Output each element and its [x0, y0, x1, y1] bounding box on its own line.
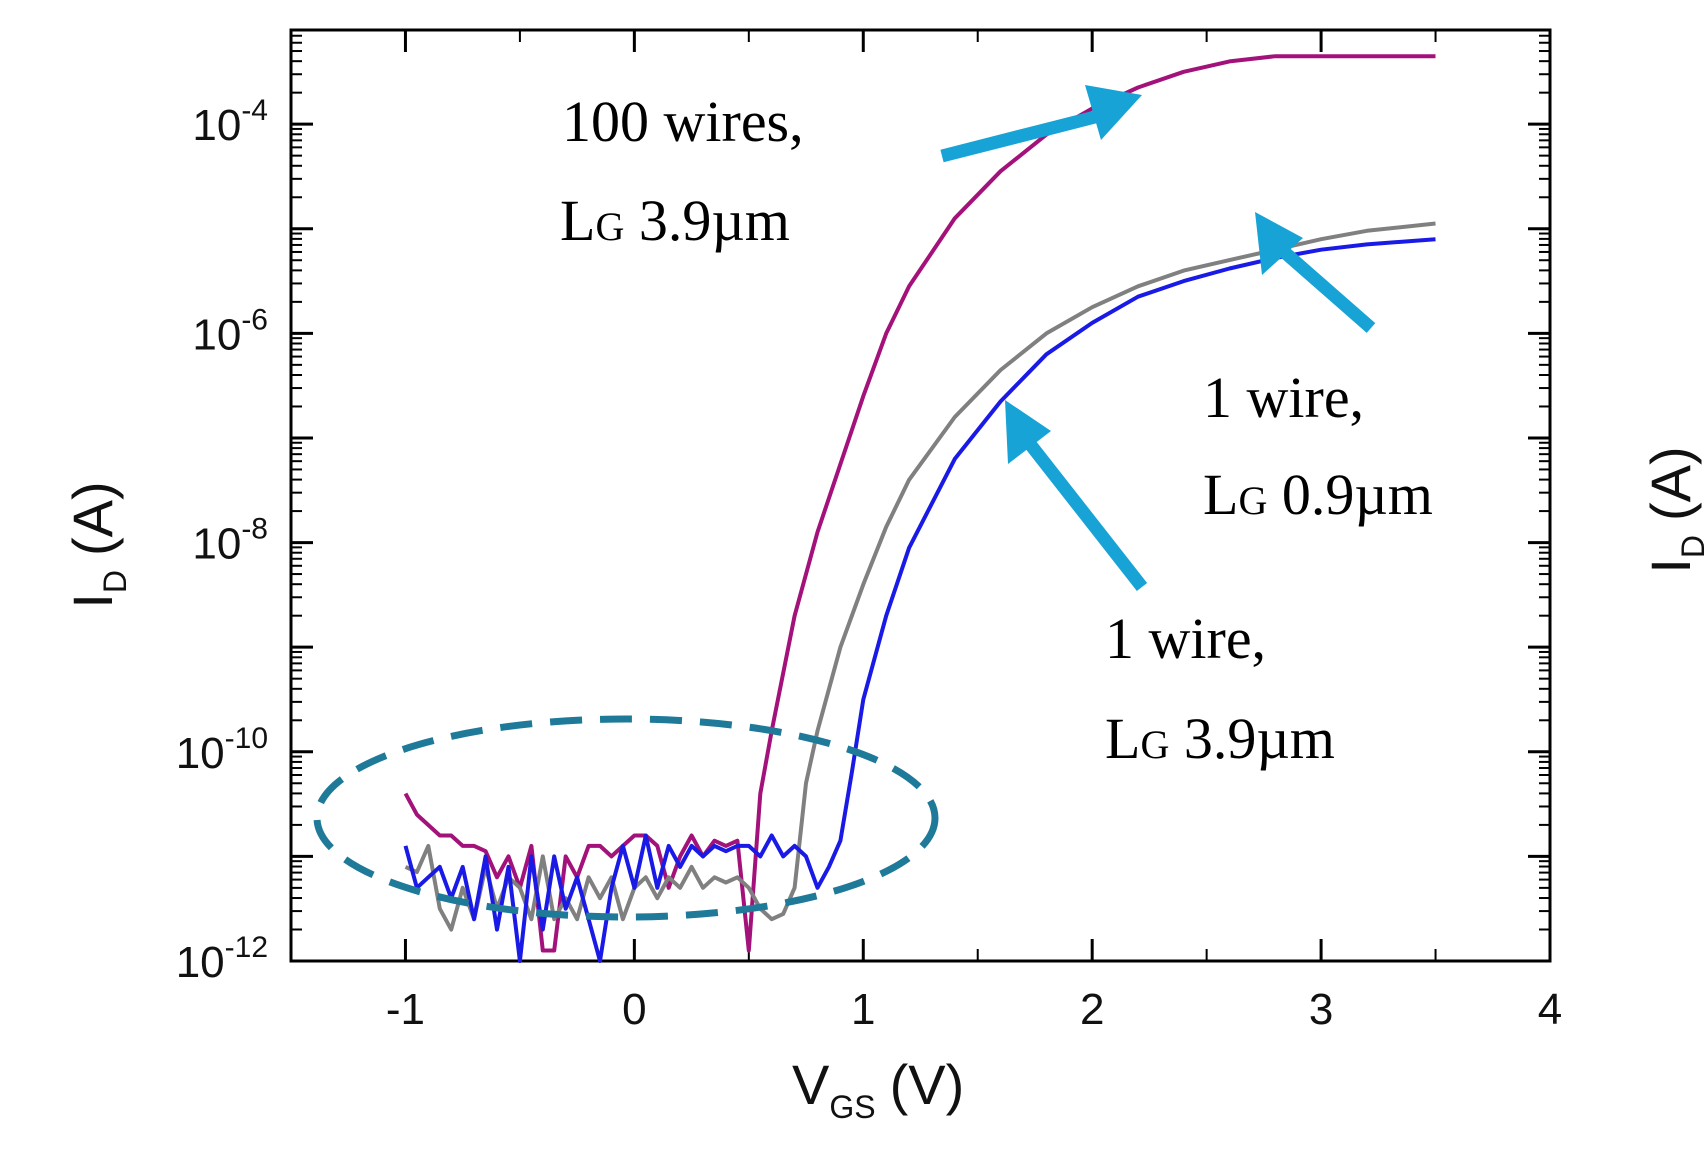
- annotation-1-wire-09-line1: 1 wire,: [1203, 365, 1364, 430]
- x-axis-title: VGS (V): [792, 1053, 964, 1125]
- x-tick-label: 4: [1538, 985, 1562, 1034]
- svg-text:VGS(V): VGS (V): [792, 1053, 964, 1125]
- y-axis-title-right: ID(A): [1639, 446, 1706, 573]
- annotation-1-wire-09: 1 wire, LG 0.9µm: [1203, 365, 1433, 527]
- arrow-1-wire-39: [1005, 400, 1148, 592]
- y-axis-title: ID(A): [61, 481, 133, 608]
- y-tick-label: 10-8: [192, 513, 268, 569]
- svg-text:ID(A): ID(A): [1639, 446, 1706, 573]
- plot-area: [289, 28, 1552, 963]
- annotation-1-wire-39-line2: LG 3.9µm: [1105, 706, 1335, 771]
- annotation-100-wires: 100 wires, LG 3.9µm: [560, 89, 804, 253]
- noise-floor-highlight: [313, 715, 939, 921]
- x-tick-label: 2: [1080, 985, 1104, 1034]
- y-tick-labels: 10-12 10-10 10-8 10-6 10-4: [176, 94, 268, 987]
- x-tick-label: 3: [1309, 985, 1333, 1034]
- tick-marks: [290, 30, 1552, 963]
- annotation-1-wire-39-line1: 1 wire,: [1105, 606, 1266, 671]
- series-line-1: [403, 54, 1436, 953]
- series-line-3: [403, 237, 1436, 963]
- arrow-1-wire-09: [1255, 212, 1376, 333]
- annotation-1-wire-39: 1 wire, LG 3.9µm: [1105, 606, 1335, 771]
- x-tick-label: 1: [851, 985, 875, 1034]
- y-tick-label: 10-12: [176, 931, 268, 987]
- x-tick-labels: -1 0 1 2 3 4: [386, 985, 1562, 1034]
- x-tick-label: -1: [386, 985, 425, 1034]
- series-lines: [403, 54, 1436, 963]
- y-tick-label: 10-6: [192, 303, 268, 359]
- annotation-1-wire-09-line2: LG 0.9µm: [1203, 462, 1433, 527]
- y-tick-label: 10-4: [192, 94, 268, 150]
- annotation-100-wires-line1: 100 wires,: [562, 89, 804, 154]
- annotation-100-wires-line2: LG 3.9µm: [560, 188, 790, 253]
- arrow-100-wires: [940, 85, 1142, 163]
- svg-text:ID(A): ID(A): [61, 481, 133, 608]
- x-tick-label: 0: [622, 985, 646, 1034]
- y-tick-label: 10-10: [176, 722, 268, 778]
- annotation-arrows: [940, 85, 1376, 592]
